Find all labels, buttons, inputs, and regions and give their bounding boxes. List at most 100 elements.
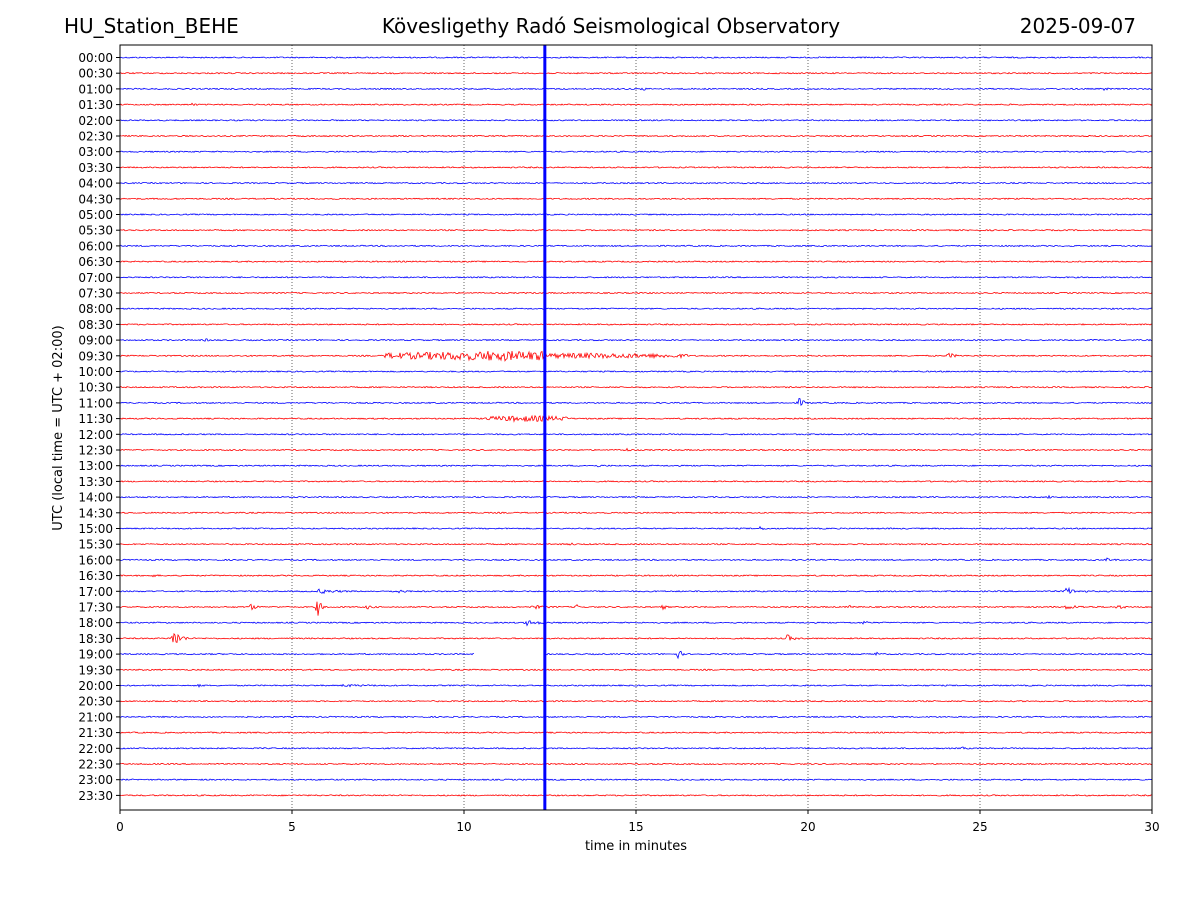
y-tick-label: 09:00 bbox=[78, 334, 113, 348]
trace-2100 bbox=[119, 715, 1153, 719]
trace-1030 bbox=[119, 385, 1153, 389]
y-tick-label: 11:00 bbox=[78, 396, 113, 410]
trace-0600 bbox=[119, 244, 1153, 248]
trace-0800 bbox=[119, 307, 1153, 310]
trace-2330 bbox=[119, 794, 1153, 797]
y-tick-label: 00:00 bbox=[78, 51, 113, 65]
y-tick-label: 15:00 bbox=[78, 522, 113, 536]
trace-0930 bbox=[119, 350, 1153, 362]
trace-0900 bbox=[119, 338, 1153, 342]
trace-1300 bbox=[119, 464, 1153, 468]
y-tick-label: 00:30 bbox=[78, 67, 113, 81]
trace-0200 bbox=[119, 119, 1153, 122]
y-tick-label: 23:00 bbox=[78, 773, 113, 787]
y-tick-label: 10:30 bbox=[78, 381, 113, 395]
y-tick-label: 12:30 bbox=[78, 444, 113, 458]
trace-1400 bbox=[119, 494, 1153, 499]
x-tick-label: 25 bbox=[972, 820, 987, 834]
trace-0400 bbox=[119, 181, 1153, 185]
trace-2300 bbox=[119, 778, 1153, 781]
trace-1130 bbox=[119, 414, 1153, 423]
y-tick-label: 12:00 bbox=[78, 428, 113, 442]
trace-1600 bbox=[119, 557, 1153, 562]
trace-0100 bbox=[119, 87, 1153, 91]
y-tick-label: 03:30 bbox=[78, 161, 113, 175]
trace-1900 bbox=[119, 650, 1153, 660]
x-tick-label: 5 bbox=[288, 820, 296, 834]
x-axis-ticks: 0 5 10 15 20 25 30 bbox=[116, 810, 1160, 834]
trace-0530 bbox=[119, 228, 1153, 232]
y-tick-label: 15:30 bbox=[78, 538, 113, 552]
trace-0330 bbox=[119, 166, 1153, 169]
y-axis-label: UTC (local time = UTC + 02:00) bbox=[51, 325, 66, 530]
trace-1830 bbox=[119, 632, 1153, 643]
y-tick-label: 05:00 bbox=[78, 208, 113, 222]
y-tick-label: 09:30 bbox=[78, 349, 113, 363]
y-tick-label: 18:00 bbox=[78, 616, 113, 630]
trace-1530 bbox=[119, 542, 1153, 546]
y-tick-label: 02:30 bbox=[78, 130, 113, 144]
trace-0830 bbox=[119, 323, 1153, 326]
y-tick-label: 18:30 bbox=[78, 632, 113, 646]
y-tick-label: 06:00 bbox=[78, 239, 113, 253]
trace-2000 bbox=[119, 683, 1153, 688]
trace-2030 bbox=[119, 699, 1153, 703]
y-tick-label: 17:30 bbox=[78, 601, 113, 615]
trace-1500 bbox=[119, 525, 1153, 531]
y-tick-label: 08:00 bbox=[78, 302, 113, 316]
x-axis-label: time in minutes bbox=[585, 839, 687, 854]
x-tick-label: 30 bbox=[1144, 820, 1159, 834]
trace-0230 bbox=[119, 134, 1153, 138]
trace-0430 bbox=[119, 197, 1153, 201]
x-tick-label: 10 bbox=[456, 820, 471, 834]
y-tick-label: 14:00 bbox=[78, 491, 113, 505]
y-tick-label: 06:30 bbox=[78, 255, 113, 269]
y-tick-label: 13:00 bbox=[78, 459, 113, 473]
x-tick-label: 15 bbox=[628, 820, 643, 834]
y-tick-label: 16:00 bbox=[78, 553, 113, 567]
trace-0000 bbox=[119, 56, 1153, 59]
y-tick-label: 07:30 bbox=[78, 287, 113, 301]
y-tick-label: 21:30 bbox=[78, 726, 113, 740]
y-tick-label: 16:30 bbox=[78, 569, 113, 583]
trace-1000 bbox=[119, 370, 1153, 373]
y-tick-label: 20:00 bbox=[78, 679, 113, 693]
grid-lines bbox=[291, 45, 981, 810]
y-tick-label: 14:30 bbox=[78, 506, 113, 520]
trace-0630 bbox=[119, 260, 1153, 263]
trace-2200 bbox=[119, 746, 1153, 750]
y-tick-label: 22:30 bbox=[78, 758, 113, 772]
trace-1800 bbox=[119, 620, 1153, 627]
trace-1930 bbox=[119, 668, 1153, 672]
chart-date: 2025-09-07 bbox=[1019, 14, 1136, 38]
trace-1630 bbox=[119, 574, 1153, 578]
y-tick-label: 03:00 bbox=[78, 145, 113, 159]
trace-0130 bbox=[119, 102, 1153, 106]
trace-1100 bbox=[119, 398, 1153, 406]
y-tick-label: 19:00 bbox=[78, 648, 113, 662]
trace-1730 bbox=[119, 601, 1153, 616]
y-tick-label: 22:00 bbox=[78, 742, 113, 756]
y-tick-label: 23:30 bbox=[78, 789, 113, 803]
y-tick-label: 10:00 bbox=[78, 365, 113, 379]
y-tick-label: 02:00 bbox=[78, 114, 113, 128]
y-tick-label: 07:00 bbox=[78, 271, 113, 285]
y-tick-label: 21:00 bbox=[78, 710, 113, 724]
y-tick-label: 19:30 bbox=[78, 663, 113, 677]
trace-1330 bbox=[119, 480, 1153, 483]
trace-0300 bbox=[119, 150, 1153, 153]
trace-1230 bbox=[119, 447, 1153, 452]
trace-0730 bbox=[119, 291, 1153, 295]
trace-1200 bbox=[119, 433, 1153, 436]
trace-0700 bbox=[119, 276, 1153, 279]
trace-1430 bbox=[119, 511, 1153, 515]
station-name: HU_Station_BEHE bbox=[64, 14, 239, 38]
trace-0030 bbox=[119, 71, 1153, 75]
y-tick-label: 13:30 bbox=[78, 475, 113, 489]
y-tick-label: 08:30 bbox=[78, 318, 113, 332]
y-tick-label: 11:30 bbox=[78, 412, 113, 426]
trace-2230 bbox=[119, 762, 1153, 766]
y-tick-label: 01:30 bbox=[78, 98, 113, 112]
